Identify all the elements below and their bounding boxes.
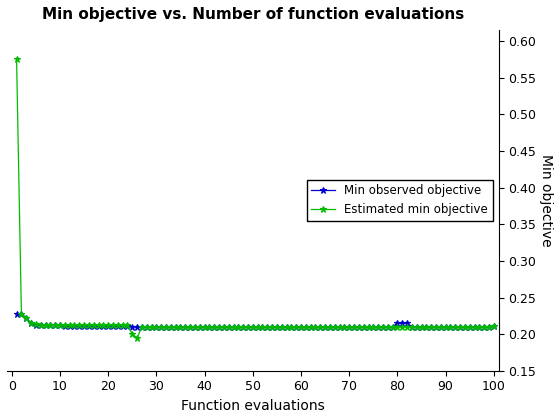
Min observed objective bbox=[124, 323, 131, 328]
Estimated min objective bbox=[264, 324, 270, 329]
Min observed objective bbox=[129, 324, 136, 329]
Estimated min objective bbox=[13, 57, 20, 62]
Legend: Min observed objective, Estimated min objective: Min observed objective, Estimated min ob… bbox=[306, 180, 493, 221]
Title: Min objective vs. Number of function evaluations: Min objective vs. Number of function eva… bbox=[41, 7, 464, 22]
Min observed objective bbox=[105, 323, 111, 328]
Estimated min objective bbox=[302, 324, 309, 329]
Min observed objective bbox=[471, 324, 478, 329]
Estimated min objective bbox=[457, 324, 464, 329]
X-axis label: Function evaluations: Function evaluations bbox=[181, 399, 325, 413]
Y-axis label: Min objective: Min objective bbox=[539, 154, 553, 247]
Min observed objective bbox=[491, 323, 497, 328]
Min observed objective bbox=[457, 324, 464, 329]
Line: Estimated min objective: Estimated min objective bbox=[13, 56, 497, 341]
Estimated min objective bbox=[471, 324, 478, 329]
Min observed objective bbox=[13, 311, 20, 316]
Estimated min objective bbox=[491, 323, 497, 328]
Estimated min objective bbox=[105, 323, 111, 328]
Line: Min observed objective: Min observed objective bbox=[13, 310, 497, 330]
Min observed objective bbox=[264, 324, 270, 329]
Estimated min objective bbox=[134, 335, 141, 340]
Estimated min objective bbox=[124, 323, 131, 328]
Min observed objective bbox=[302, 324, 309, 329]
